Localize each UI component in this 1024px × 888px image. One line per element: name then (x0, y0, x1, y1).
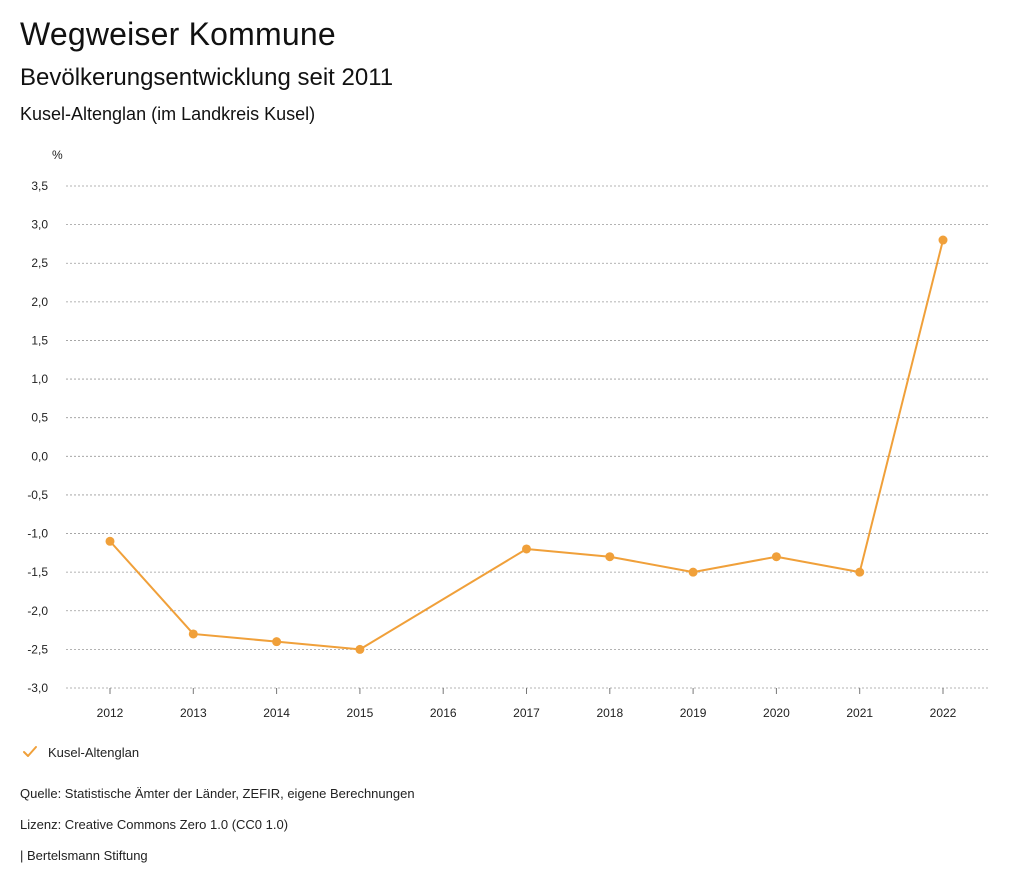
y-tick-label: 1,0 (31, 372, 48, 386)
data-point[interactable] (771, 552, 781, 562)
x-tick-label: 2018 (596, 706, 623, 720)
x-tick-label: 2012 (97, 706, 124, 720)
y-tick-label: -3,0 (27, 681, 48, 695)
data-point[interactable] (938, 235, 948, 245)
data-point[interactable] (272, 637, 282, 647)
data-point[interactable] (522, 544, 531, 554)
y-tick-label: 0,5 (31, 411, 48, 425)
y-axis-ticks: 3,5 3,0 2,5 2,0 1,5 1,0 0,5 0,0 -0,5 -1,0 -1,5 -2,0… (27, 179, 48, 695)
chart-subtitle: Bevölkerungsentwicklung seit 2011 (20, 64, 394, 91)
data-point[interactable] (105, 536, 115, 546)
y-tick-label: 0,0 (31, 449, 48, 463)
y-tick-label: -2,0 (27, 604, 48, 618)
x-tick-label: 2015 (347, 706, 374, 720)
y-tick-label: 3,5 (31, 179, 48, 193)
data-point[interactable] (688, 567, 698, 577)
series-layer (105, 235, 948, 654)
license-note: Lizenz: Creative Commons Zero 1.0 (CC0 1… (20, 817, 289, 832)
x-tick-label: 2016 (430, 706, 457, 720)
x-tick-label: 2017 (513, 706, 540, 720)
data-point[interactable] (355, 644, 365, 654)
x-tick-label: 2013 (180, 706, 207, 720)
region-title: Kusel-Altenglan (im Landkreis Kusel) (20, 104, 316, 124)
y-tick-label: 1,5 (31, 333, 48, 347)
y-tick-label: 3,0 (31, 218, 48, 232)
x-axis-ticks: 2012 2013 2014 2015 2016 2017 2018 2019 2020 2021… (97, 688, 957, 720)
data-point[interactable] (605, 552, 615, 562)
check-icon (23, 746, 37, 757)
y-tick-label: -2,5 (27, 642, 48, 656)
y-tick-label: 2,0 (31, 295, 48, 309)
organization-credit: | Bertelsmann Stiftung (20, 848, 148, 863)
data-point[interactable] (188, 629, 198, 639)
y-axis-unit-label: % (52, 148, 63, 162)
legend-item[interactable]: Kusel-Altenglan (22, 744, 139, 760)
x-tick-label: 2021 (846, 706, 873, 720)
y-tick-label: -1,0 (27, 527, 48, 541)
page-title: Wegweiser Kommune (20, 16, 336, 52)
x-tick-label: 2020 (763, 706, 790, 720)
y-tick-label: 2,5 (31, 256, 48, 270)
x-tick-label: 2022 (930, 706, 957, 720)
line-chart: % 3,5 3,0 2,5 2,0 1,5 1,0 0,5 0,0 -0,5 -1,0 -1,5 -2… (27, 148, 990, 720)
legend-label: Kusel-Altenglan (48, 744, 140, 760)
grid-lines (66, 185, 990, 689)
x-tick-label: 2019 (680, 706, 707, 720)
data-point[interactable] (855, 567, 865, 577)
x-tick-label: 2014 (263, 706, 290, 720)
source-note: Quelle: Statistische Ämter der Länder, Z… (20, 786, 415, 801)
y-tick-label: -1,5 (27, 565, 48, 579)
y-tick-label: -0,5 (27, 488, 48, 502)
series-line (109, 239, 944, 651)
